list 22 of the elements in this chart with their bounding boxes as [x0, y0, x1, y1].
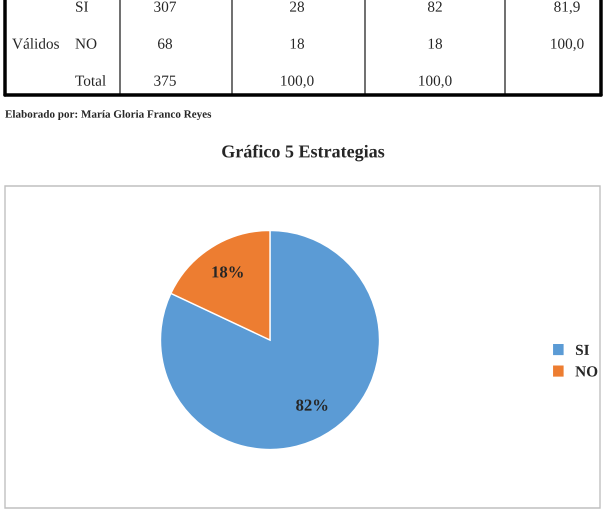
legend-label: SI: [576, 344, 590, 356]
text: 100,0: [419, 76, 452, 88]
text: Total: [75, 75, 106, 86]
data-label: 82%: [296, 400, 328, 411]
text: 68: [158, 38, 172, 49]
text: 100,0: [281, 76, 314, 88]
text: 375: [154, 76, 176, 86]
text: 18: [428, 38, 442, 49]
text: 28: [290, 2, 304, 12]
text: SI: [76, 2, 88, 12]
data-label: 18%: [212, 266, 243, 278]
text: 100,0: [551, 38, 584, 52]
text: Elaborado por: María Gloria Franco Reyes: [5, 110, 212, 120]
text: NO: [75, 38, 96, 49]
legend-label: NO: [575, 366, 598, 377]
text: 307: [154, 2, 176, 12]
text: 81,9: [554, 2, 580, 14]
text: 82: [428, 2, 442, 12]
pie-slice: [160, 230, 380, 450]
text: 18: [290, 38, 304, 49]
text: Válidos: [12, 38, 59, 49]
chart-title: Gráfico 5 Estrategias: [222, 144, 384, 162]
